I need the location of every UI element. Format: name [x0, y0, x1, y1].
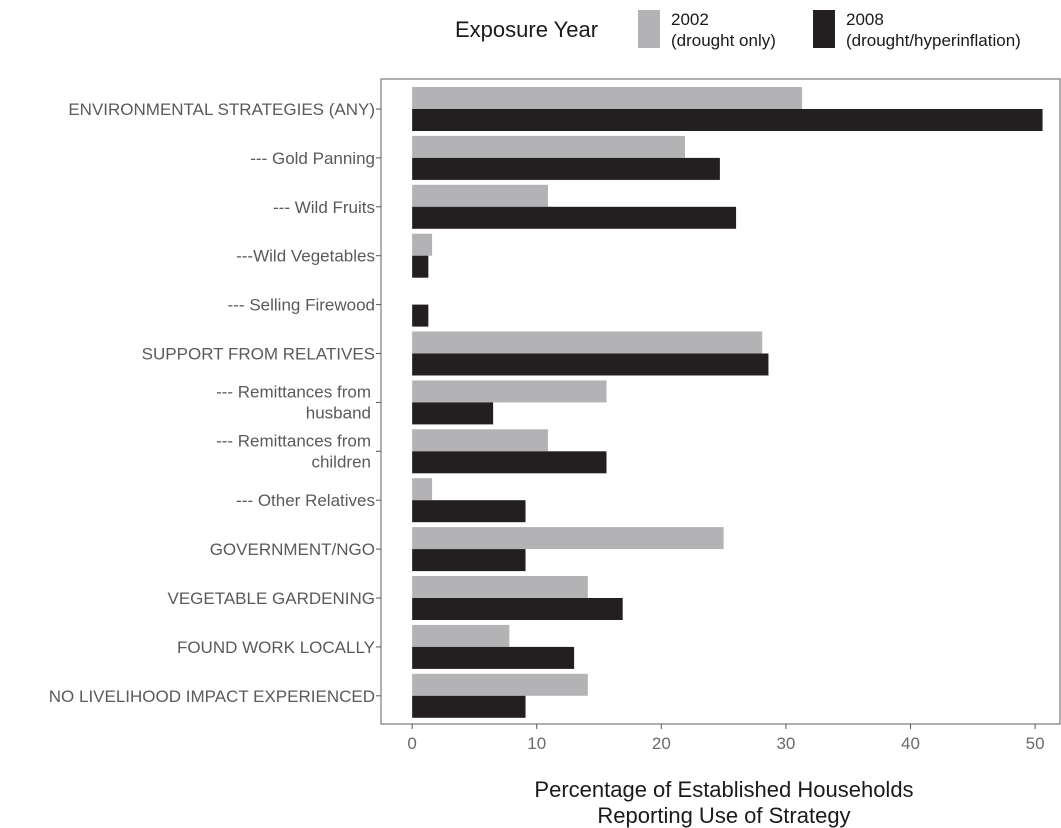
- legend-entry-label: 2002 (drought only): [671, 10, 776, 50]
- bar-2002-0: [412, 87, 803, 109]
- legend-key-1: [813, 10, 835, 48]
- bar-2008-3: [412, 255, 429, 278]
- bar-2008-1: [412, 157, 720, 180]
- bar-2002-11: [412, 624, 510, 647]
- category-label: --- Selling Firewood: [228, 296, 375, 315]
- x-axis-title: Percentage of Established HouseholdsRepo…: [534, 777, 913, 828]
- bar-2008-8: [412, 500, 526, 523]
- bar-2008-5: [412, 353, 769, 376]
- category-label: GOVERNMENT/NGO: [210, 540, 375, 559]
- category-label: ENVIRONMENTAL STRATEGIES (ANY): [68, 100, 375, 119]
- bar-2002-8: [412, 478, 433, 501]
- bar-2002-2: [412, 184, 548, 207]
- category-label: ---Wild Vegetables: [236, 247, 375, 266]
- bar-2008-9: [412, 549, 526, 572]
- legend-entry-label: 2008 (drought/hyperinflation): [846, 10, 1021, 50]
- x-tick-label: 20: [652, 734, 671, 753]
- x-tick-label: 0: [407, 734, 416, 753]
- bar-2002-9: [412, 527, 724, 550]
- bar-2002-6: [412, 380, 607, 403]
- bars: [412, 87, 1043, 718]
- bar-2008-6: [412, 402, 494, 425]
- category-label: --- Remittances from children: [216, 431, 371, 471]
- x-tick-label: 50: [1026, 734, 1045, 753]
- bar-2002-5: [412, 331, 763, 354]
- bar-2008-11: [412, 646, 575, 669]
- bar-2002-12: [412, 673, 588, 696]
- legend-title: Exposure Year: [455, 17, 598, 42]
- bar-2008-4: [412, 304, 429, 327]
- legend: Exposure Year 2002 (drought only) 2008 (dro…: [455, 10, 1021, 50]
- category-label: --- Remittances from husband: [216, 382, 371, 422]
- bar-2002-1: [412, 135, 685, 158]
- x-axis-title-line: Percentage of Established Households: [534, 777, 913, 802]
- bar-2002-10: [412, 576, 588, 598]
- bar-2008-2: [412, 206, 737, 229]
- bar-2008-0: [412, 109, 1043, 131]
- bar-2002-7: [412, 429, 548, 452]
- bar-2008-7: [412, 451, 607, 474]
- bar-2002-3: [412, 233, 433, 256]
- x-axis: 0 10 20 30 40 50: [407, 724, 1045, 753]
- category-label: FOUND WORK LOCALLY: [177, 638, 375, 657]
- y-axis: ENVIRONMENTAL STRATEGIES (ANY) --- Gold P…: [49, 100, 381, 706]
- category-label: --- Other Relatives: [236, 491, 375, 510]
- category-label: NO LIVELIHOOD IMPACT EXPERIENCED: [49, 687, 375, 706]
- legend-key-0: [638, 10, 660, 48]
- category-label: SUPPORT FROM RELATIVES: [142, 345, 375, 364]
- x-tick-label: 10: [527, 734, 546, 753]
- bar-2008-10: [412, 598, 623, 620]
- category-label: --- Gold Panning: [250, 149, 375, 168]
- x-tick-label: 40: [901, 734, 920, 753]
- bar-2008-12: [412, 695, 526, 718]
- x-axis-title-line: Reporting Use of Strategy: [597, 803, 850, 828]
- category-label: VEGETABLE GARDENING: [167, 589, 375, 608]
- x-tick-label: 30: [776, 734, 795, 753]
- category-label: --- Wild Fruits: [273, 198, 375, 217]
